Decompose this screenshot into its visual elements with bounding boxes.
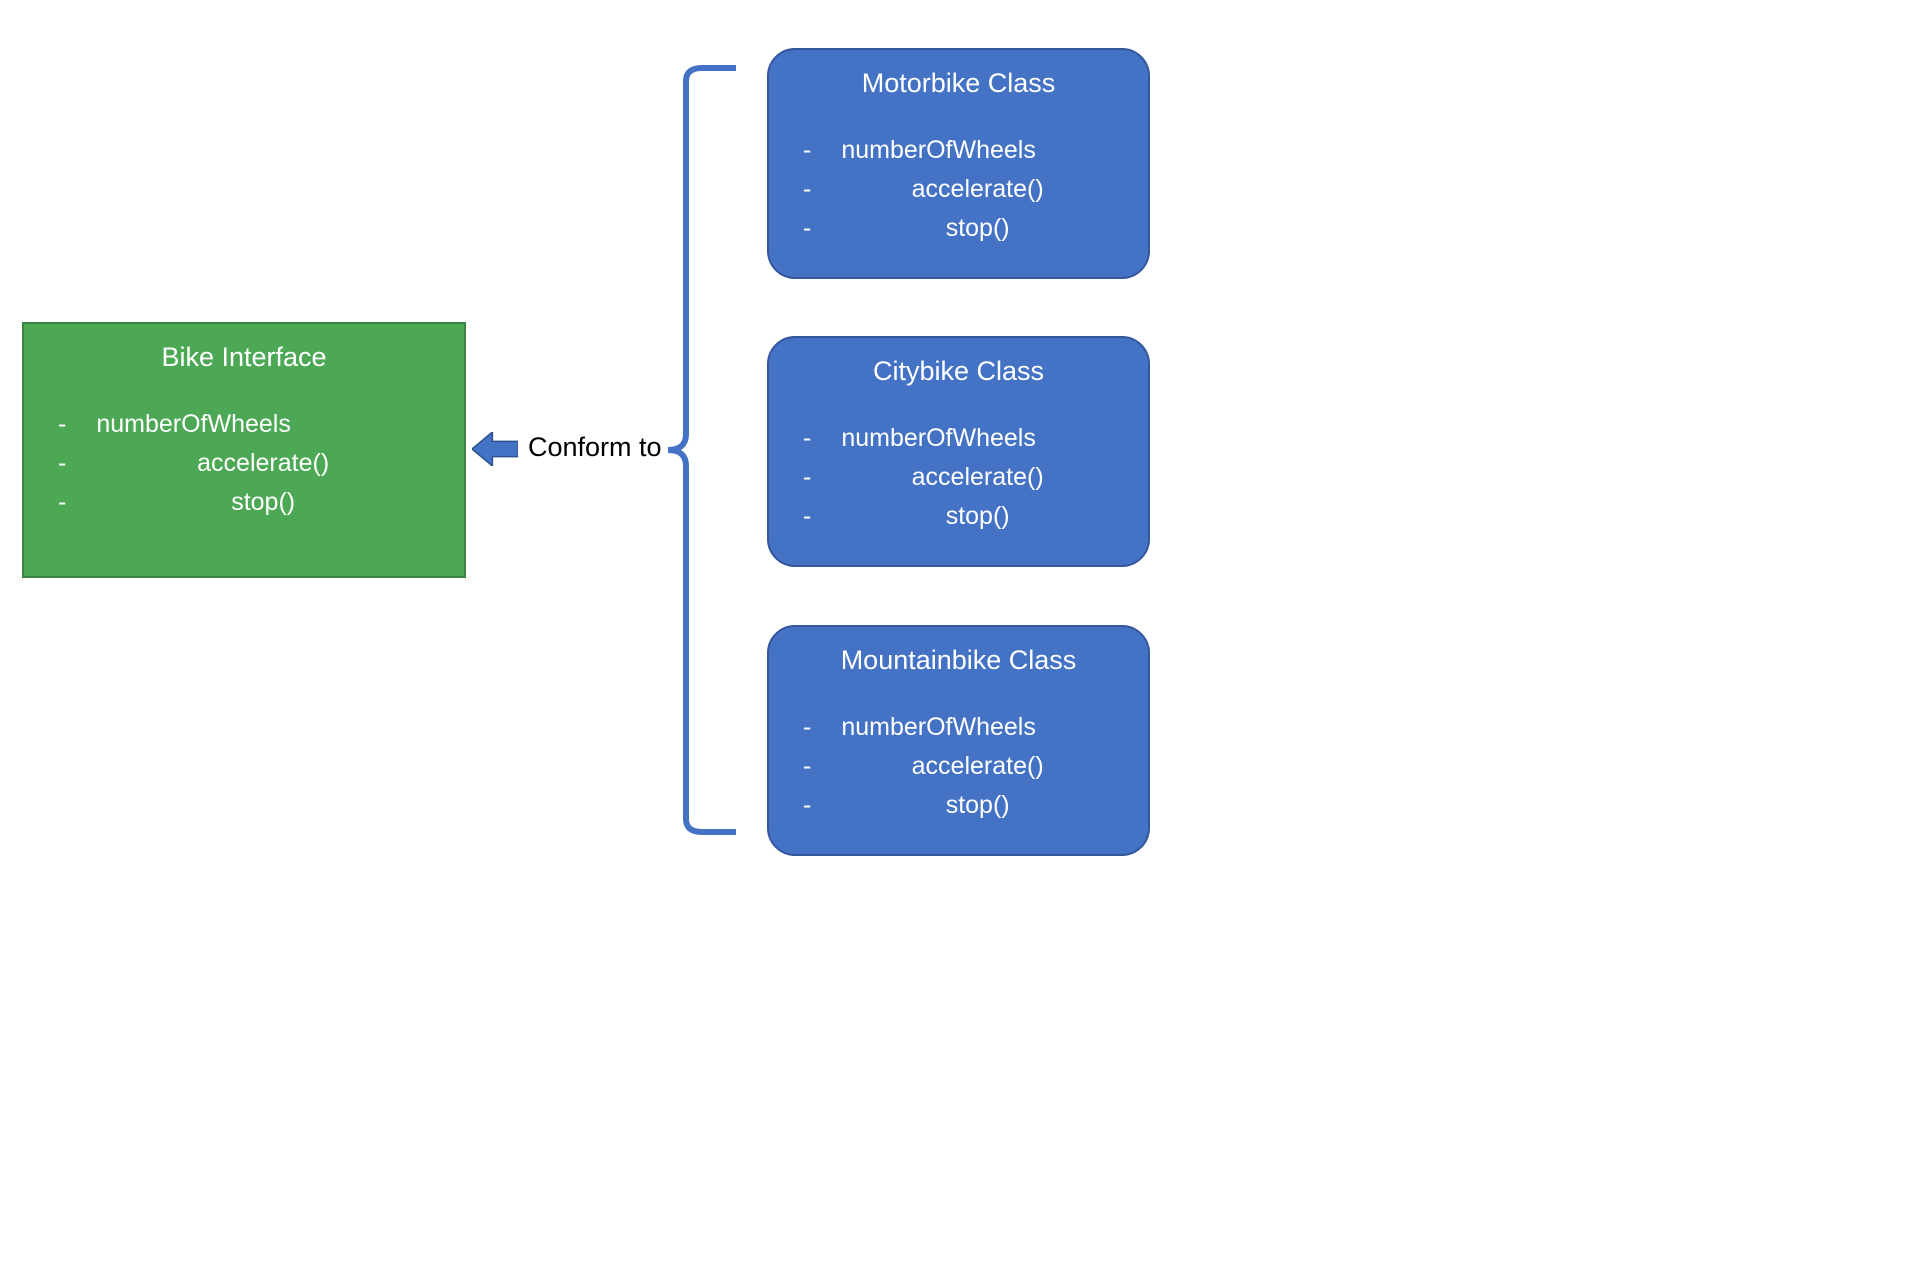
member-text: stop() xyxy=(841,497,1114,536)
class-title: Citybike Class xyxy=(803,356,1114,387)
member-dash: - xyxy=(803,708,811,747)
member-text: accelerate() xyxy=(841,747,1114,786)
member-dash: - xyxy=(58,483,66,522)
member-dash: - xyxy=(803,419,811,458)
member-text: stop() xyxy=(841,786,1114,825)
member-item: -numberOfWheels xyxy=(803,708,1114,747)
class-box: Motorbike Class-numberOfWheels-accelerat… xyxy=(767,48,1150,279)
member-text: stop() xyxy=(841,209,1114,248)
member-dash: - xyxy=(803,747,811,786)
member-dash: - xyxy=(803,458,811,497)
member-text: numberOfWheels xyxy=(841,708,1114,747)
member-item: -numberOfWheels xyxy=(803,419,1114,458)
class-members: -numberOfWheels-accelerate()-stop() xyxy=(803,131,1114,247)
member-text: numberOfWheels xyxy=(841,131,1114,170)
member-text: stop() xyxy=(96,483,430,522)
member-item: -accelerate() xyxy=(803,458,1114,497)
interface-title: Bike Interface xyxy=(58,342,430,373)
classes-bracket xyxy=(668,65,742,841)
member-dash: - xyxy=(58,444,66,483)
conform-label: Conform to xyxy=(528,432,662,463)
class-members: -numberOfWheels-accelerate()-stop() xyxy=(803,708,1114,824)
member-dash: - xyxy=(803,131,811,170)
member-item: -accelerate() xyxy=(803,747,1114,786)
interface-members: -numberOfWheels-accelerate()-stop() xyxy=(58,405,430,521)
member-item: -stop() xyxy=(803,786,1114,825)
member-item: -stop() xyxy=(803,209,1114,248)
member-item: -numberOfWheels xyxy=(58,405,430,444)
interface-box: Bike Interface -numberOfWheels-accelerat… xyxy=(22,322,466,578)
member-dash: - xyxy=(803,170,811,209)
member-text: numberOfWheels xyxy=(841,419,1114,458)
class-members: -numberOfWheels-accelerate()-stop() xyxy=(803,419,1114,535)
member-text: accelerate() xyxy=(841,170,1114,209)
member-text: accelerate() xyxy=(841,458,1114,497)
member-item: -accelerate() xyxy=(58,444,430,483)
member-item: -stop() xyxy=(803,497,1114,536)
member-dash: - xyxy=(58,405,66,444)
member-item: -numberOfWheels xyxy=(803,131,1114,170)
class-box: Citybike Class-numberOfWheels-accelerate… xyxy=(767,336,1150,567)
class-title: Motorbike Class xyxy=(803,68,1114,99)
member-dash: - xyxy=(803,786,811,825)
member-text: accelerate() xyxy=(96,444,430,483)
member-dash: - xyxy=(803,209,811,248)
class-title: Mountainbike Class xyxy=(803,645,1114,676)
class-box: Mountainbike Class-numberOfWheels-accele… xyxy=(767,625,1150,856)
member-item: -stop() xyxy=(58,483,430,522)
member-text: numberOfWheels xyxy=(96,405,430,444)
member-dash: - xyxy=(803,497,811,536)
member-item: -accelerate() xyxy=(803,170,1114,209)
conform-arrow xyxy=(472,432,518,466)
